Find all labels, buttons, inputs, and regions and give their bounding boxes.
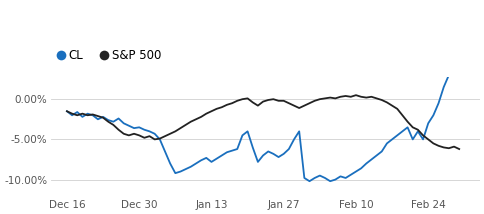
Legend: CL, S&P 500: CL, S&P 500 xyxy=(53,45,166,67)
